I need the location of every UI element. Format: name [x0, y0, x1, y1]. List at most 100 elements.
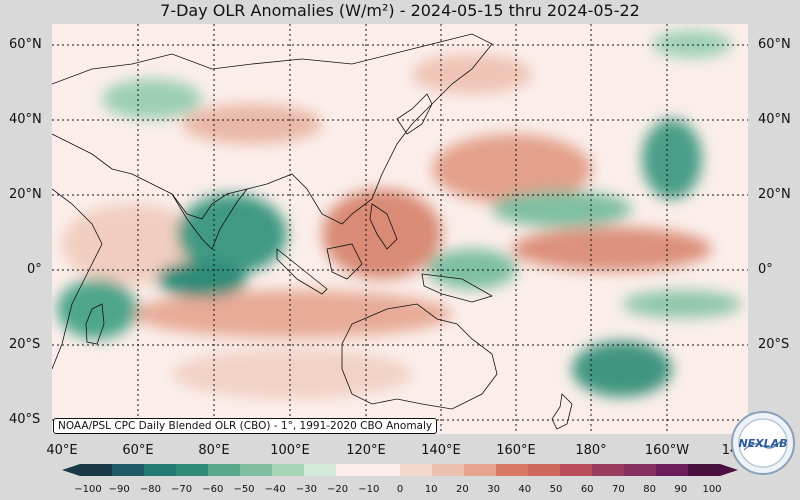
olr-anomaly-map [52, 24, 748, 434]
colorbar-segment [464, 464, 497, 476]
lat-label-left: 60°N [9, 37, 42, 52]
coastline-india [171, 188, 248, 250]
colorbar-segment [80, 464, 113, 476]
graticule [52, 24, 748, 434]
colorbar-extend-right [720, 464, 738, 476]
positive-anomaly-region [432, 134, 592, 204]
logo-text: NEXLAB [738, 437, 787, 450]
colorbar-tick-label: 10 [424, 484, 438, 495]
colorbar-tick-label: 0 [396, 484, 404, 495]
lon-label: 180° [575, 443, 607, 458]
colorbar-extend-left [62, 464, 80, 476]
colorbar-tick-label: −70 [171, 484, 193, 495]
colorbar-segment [656, 464, 689, 476]
lat-label-left: 20°S [9, 337, 41, 352]
colorbar-tick-label: 70 [612, 484, 625, 495]
colorbar-tick-label: −60 [202, 484, 224, 495]
positive-anomaly-region [322, 189, 442, 279]
colorbar-tick-label: −40 [264, 484, 286, 495]
colorbar-segment [144, 464, 177, 476]
coastline-borneo [326, 243, 363, 280]
lat-label-right: 20°S [758, 337, 790, 352]
lat-label-left: 0° [27, 262, 42, 277]
colorbar-segment [112, 464, 145, 476]
colorbar-segment [528, 464, 561, 476]
negative-anomaly-region [102, 79, 202, 119]
colorbar-segment [400, 464, 433, 476]
lat-label-right: 60°N [758, 37, 791, 52]
negative-anomaly-region [652, 30, 732, 58]
lon-label: 140°E [421, 443, 461, 458]
lat-label-right: 20°N [758, 187, 791, 202]
colorbar-segment [432, 464, 465, 476]
map-title: 7-Day OLR Anomalies (W/m²) - 2024-05-15 … [0, 0, 800, 24]
anomaly-field [57, 30, 742, 399]
colorbar-tick-label: −90 [108, 484, 130, 495]
colorbar-tick-label: 50 [549, 484, 563, 495]
colorbar-segment [592, 464, 625, 476]
lon-label: 120°E [346, 443, 386, 458]
negative-anomaly-region [57, 279, 137, 339]
negative-anomaly-region [642, 119, 702, 199]
coastline-africa [52, 188, 103, 370]
positive-anomaly-region [172, 349, 412, 399]
lat-label-left: 20°N [9, 187, 42, 202]
colorbar-tick-label: −80 [139, 484, 161, 495]
colorbar-tick-label: −20 [327, 484, 349, 495]
nexlab-logo: NEXLAB [731, 411, 795, 475]
colorbar-tick-label: 20 [456, 484, 469, 495]
positive-anomaly-region [62, 204, 202, 284]
colorbar-tick-label: −10 [358, 484, 380, 495]
lon-label: 40°E [46, 443, 78, 458]
positive-anomaly-region [412, 54, 532, 94]
lat-label-right: 0° [758, 262, 773, 277]
lon-label: 160°W [644, 443, 690, 458]
negative-anomaly-region [622, 290, 742, 318]
negative-anomaly-region [157, 261, 247, 297]
lon-label: 60°E [122, 443, 154, 458]
coastline-philippines [369, 203, 398, 250]
lon-label: 160°E [496, 443, 536, 458]
colorbar-segment [496, 464, 529, 476]
negative-anomaly-region [177, 194, 287, 274]
positive-anomaly-region [132, 290, 452, 338]
colorbar-segment [688, 464, 721, 476]
colorbar-tick-label: 60 [580, 484, 594, 495]
coastline-sumatra [276, 248, 328, 295]
coastline-new-guinea [421, 273, 494, 303]
colorbar-tick-label: −100 [74, 484, 102, 495]
colorbar-segment [304, 464, 337, 476]
negative-anomaly-region [427, 249, 517, 289]
lat-label-right: 40°N [758, 112, 791, 127]
lon-label: 80°E [198, 443, 230, 458]
coastlines [52, 33, 573, 430]
lat-label-left: 40°S [9, 412, 41, 427]
colorbar-segment [176, 464, 209, 476]
title-text: 7-Day OLR Anomalies (W/m²) - 2024-05-15 … [160, 1, 640, 20]
negative-anomaly-region [572, 341, 672, 397]
positive-anomaly-region [512, 227, 712, 271]
colorbar-segment [368, 464, 401, 476]
colorbar-segment [336, 464, 369, 476]
colorbar-segment [208, 464, 241, 476]
positive-anomaly-region [182, 104, 322, 144]
coastline-japan [396, 93, 433, 135]
colorbar-tick-label: −50 [233, 484, 255, 495]
coastline-new-zealand [551, 393, 573, 430]
coastline-madagascar [85, 303, 105, 345]
colorbar [62, 464, 738, 476]
coastline-australia [341, 303, 498, 410]
colorbar-tick-label: 40 [518, 484, 532, 495]
colorbar-segment [560, 464, 593, 476]
colorbar-tick-label: 100 [702, 484, 722, 495]
colorbar-segment [240, 464, 273, 476]
colorbar-segment [272, 464, 305, 476]
colorbar-tick-label: 80 [643, 484, 656, 495]
negative-anomaly-region [492, 191, 632, 227]
colorbar-tick-label: −30 [295, 484, 317, 495]
data-source-credit: NOAA/PSL CPC Daily Blended OLR (CBO) - 1… [53, 418, 438, 434]
colorbar-tick-label: 30 [487, 484, 500, 495]
lon-label: 100°E [270, 443, 310, 458]
colorbar-tick-label: 90 [674, 484, 688, 495]
colorbar-segment [624, 464, 657, 476]
